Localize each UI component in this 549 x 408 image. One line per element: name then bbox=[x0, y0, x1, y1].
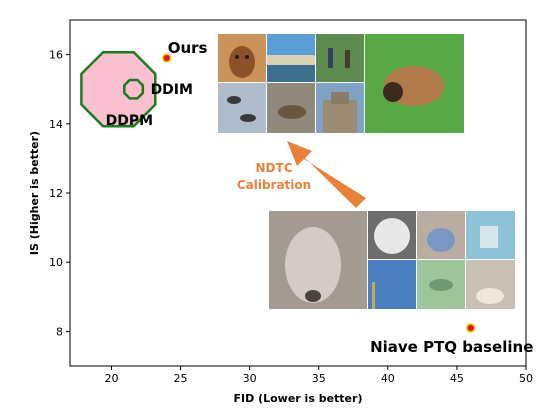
bottom-thumb-small-animal bbox=[417, 211, 465, 259]
data-marks: Ours Niave PTQ baseline DDPM DDIM bbox=[80, 39, 533, 356]
x-tick-label: 40 bbox=[381, 372, 395, 385]
x-axis: 20 25 30 35 40 45 50 bbox=[104, 366, 533, 385]
x-tick-label: 30 bbox=[243, 372, 257, 385]
bottom-thumb-sphere-object bbox=[368, 211, 416, 259]
top-thumb-dog-portrait bbox=[218, 34, 266, 82]
y-axis-label: IS (Higher is better) bbox=[28, 131, 41, 255]
bottom-image-panel bbox=[269, 211, 515, 309]
label-ddpm: DDPM bbox=[106, 113, 153, 129]
y-axis: 8 10 12 14 16 bbox=[49, 49, 70, 338]
top-thumb-birds-on-branch bbox=[218, 83, 266, 133]
y-tick-label: 12 bbox=[49, 187, 63, 200]
x-tick-label: 20 bbox=[104, 372, 118, 385]
marker-ddpm bbox=[80, 50, 157, 128]
bottom-thumb-birds-in-sky bbox=[368, 260, 416, 309]
x-tick-label: 25 bbox=[174, 372, 188, 385]
marker-niave-ptq-baseline bbox=[465, 323, 476, 333]
y-tick-label: 10 bbox=[49, 256, 63, 269]
marker-ours bbox=[161, 53, 172, 63]
y-tick-label: 14 bbox=[49, 118, 63, 131]
ndtc-arrow bbox=[287, 141, 366, 208]
ndtc-label-line2: Calibration bbox=[237, 178, 311, 192]
x-tick-label: 50 bbox=[519, 372, 533, 385]
top-thumb-beach-scene bbox=[267, 34, 315, 82]
label-ours: Ours bbox=[168, 39, 208, 57]
label-ddim: DDIM bbox=[151, 82, 193, 98]
x-tick-label: 35 bbox=[312, 372, 326, 385]
bottom-large-blurry-dog bbox=[269, 211, 367, 309]
y-tick-label: 16 bbox=[49, 49, 63, 62]
marker-ddim bbox=[123, 78, 145, 100]
x-tick-label: 45 bbox=[450, 372, 464, 385]
label-niave-ptq-baseline: Niave PTQ baseline bbox=[370, 338, 533, 356]
top-thumb-building-facade bbox=[316, 83, 364, 133]
bottom-thumb-lamp-object bbox=[466, 260, 515, 309]
bottom-thumb-green-blur bbox=[417, 260, 465, 309]
top-large-insect-closeup bbox=[365, 34, 464, 133]
bottom-thumb-blue-object bbox=[466, 211, 515, 259]
y-tick-label: 8 bbox=[56, 325, 63, 338]
top-image-panel bbox=[218, 34, 464, 133]
top-thumb-seal-on-rock bbox=[267, 83, 315, 133]
top-thumb-people-in-park bbox=[316, 34, 364, 82]
x-axis-label: FID (Lower is better) bbox=[234, 392, 363, 405]
ndtc-label-line1: NDTC bbox=[256, 161, 293, 175]
